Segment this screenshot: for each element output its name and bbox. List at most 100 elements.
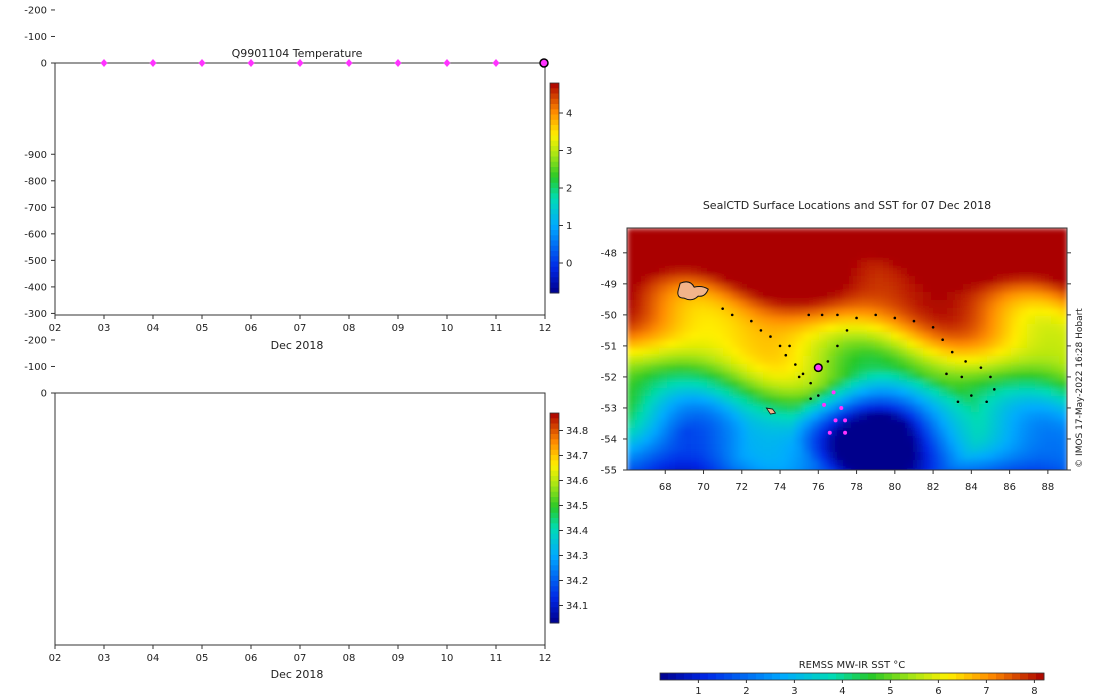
- sst-cell: [667, 388, 676, 397]
- sst-cell: [891, 292, 900, 301]
- sst-cell: [907, 388, 916, 397]
- sst-cell: [659, 324, 668, 333]
- sst-cell: [651, 244, 660, 253]
- sst-cell: [811, 460, 820, 469]
- sst-cell: [715, 236, 724, 245]
- sst-cell: [683, 332, 692, 341]
- sst-cell: [771, 460, 780, 469]
- sst-cell: [1035, 268, 1044, 277]
- sst-cell: [971, 228, 980, 237]
- sst-cell: [755, 308, 764, 317]
- sst-cell: [859, 396, 868, 405]
- sst-cell: [835, 236, 844, 245]
- sst-cell: [635, 252, 644, 261]
- sst-cell: [819, 436, 828, 445]
- sst-colorbar-bin: [748, 673, 757, 680]
- sst-cell: [867, 356, 876, 365]
- sst-cell: [827, 308, 836, 317]
- x-tick-label: 82: [927, 482, 940, 493]
- sst-cell: [811, 316, 820, 325]
- sst-cell: [1019, 452, 1028, 461]
- sst-cell: [891, 300, 900, 309]
- sst-cell: [883, 300, 892, 309]
- sst-cell: [971, 460, 980, 469]
- sst-cell: [915, 396, 924, 405]
- sst-cell: [1035, 300, 1044, 309]
- sst-cell: [787, 452, 796, 461]
- sst-cell: [915, 428, 924, 437]
- sst-cell: [659, 460, 668, 469]
- sst-cell: [963, 396, 972, 405]
- sst-cell: [851, 468, 860, 470]
- sst-cell: [787, 388, 796, 397]
- sst-cell: [827, 260, 836, 269]
- sst-cell: [755, 260, 764, 269]
- sst-cell: [915, 372, 924, 381]
- sst-cell: [787, 284, 796, 293]
- sst-cell: [883, 324, 892, 333]
- sst-cell: [891, 356, 900, 365]
- track-point: [985, 400, 988, 404]
- sst-cell: [819, 420, 828, 429]
- y-tick-label: -700: [24, 203, 47, 214]
- sst-cell: [747, 284, 756, 293]
- sst-cell: [1003, 380, 1012, 389]
- sst-cell: [683, 356, 692, 365]
- sst-colorbar-bin: [788, 673, 797, 680]
- y-tick-label: -100: [24, 362, 47, 373]
- sst-cell: [635, 244, 644, 253]
- sst-cell: [763, 308, 772, 317]
- sst-cell: [691, 324, 700, 333]
- sst-colorbar-tick-label: 8: [1031, 686, 1037, 697]
- sst-cell: [771, 468, 780, 470]
- sst-colorbar-bin: [668, 673, 677, 680]
- sst-cell: [659, 316, 668, 325]
- sst-cell: [843, 468, 852, 470]
- sst-colorbar-bin: [972, 673, 981, 680]
- sst-cell: [763, 236, 772, 245]
- sst-cell: [827, 276, 836, 285]
- sst-cell: [931, 404, 940, 413]
- sst-cell: [987, 412, 996, 421]
- sst-cell: [803, 460, 812, 469]
- sst-cell: [643, 356, 652, 365]
- sst-cell: [995, 244, 1004, 253]
- sst-cell: [1035, 396, 1044, 405]
- sst-cell: [691, 452, 700, 461]
- sst-cell: [1035, 372, 1044, 381]
- sst-cell: [747, 372, 756, 381]
- sst-cell: [1019, 276, 1028, 285]
- sst-cell: [843, 364, 852, 373]
- sst-cell: [763, 468, 772, 470]
- sst-cell: [963, 404, 972, 413]
- sst-cell: [1019, 444, 1028, 453]
- current-location-marker: [813, 363, 823, 373]
- colorbar-bin: [550, 230, 559, 236]
- sst-cell: [731, 340, 740, 349]
- sst-cell: [851, 356, 860, 365]
- sst-cell: [995, 324, 1004, 333]
- sst-cell: [763, 252, 772, 261]
- sst-cell: [667, 356, 676, 365]
- sst-cell: [955, 332, 964, 341]
- sst-cell: [859, 348, 868, 357]
- sst-cell: [843, 252, 852, 261]
- sst-cell: [747, 236, 756, 245]
- sst-cell: [955, 404, 964, 413]
- sst-cell: [699, 236, 708, 245]
- sst-cell: [1035, 324, 1044, 333]
- sst-cell: [755, 244, 764, 253]
- sst-cell: [851, 380, 860, 389]
- sst-cell: [1027, 460, 1036, 469]
- sst-cell: [715, 316, 724, 325]
- sst-cell: [851, 332, 860, 341]
- sst-cell: [859, 276, 868, 285]
- salinity-x-label: Dec 2018: [271, 668, 324, 681]
- sst-cell: [739, 276, 748, 285]
- track-point: [817, 394, 820, 397]
- sst-cell: [835, 292, 844, 301]
- sst-cell: [843, 292, 852, 301]
- sst-cell: [1059, 276, 1067, 285]
- sst-cell: [675, 460, 684, 469]
- sst-cell: [1011, 236, 1020, 245]
